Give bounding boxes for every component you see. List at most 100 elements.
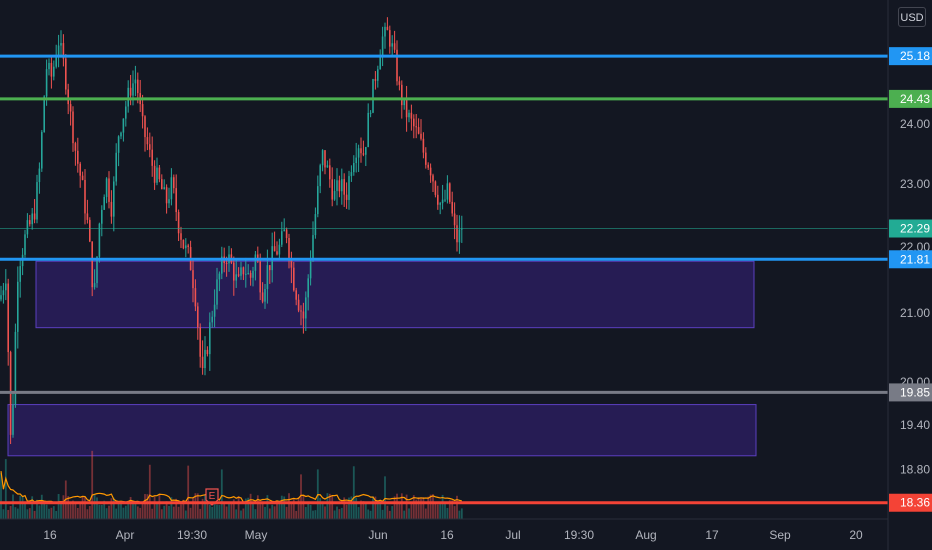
volume-bar: [360, 500, 362, 519]
volume-bar: [278, 500, 281, 519]
candle-body: [115, 152, 117, 182]
volume-bar: [429, 494, 432, 519]
volume-bar: [417, 497, 420, 519]
volume-bar: [328, 493, 331, 519]
volume-layer: E: [0, 450, 463, 519]
candle-body: [408, 112, 410, 118]
volume-bar: [31, 496, 34, 519]
volume-bar: [290, 502, 293, 519]
candle-body: [7, 283, 9, 353]
volume-bar: [244, 498, 247, 519]
candle-body: [319, 165, 321, 187]
currency-badge[interactable]: USD: [898, 7, 926, 27]
candle-body: [55, 55, 57, 67]
last-price-tag: [889, 219, 932, 238]
volume-bar: [55, 510, 58, 519]
candle-body: [386, 26, 389, 31]
zones-layer: [7, 260, 757, 457]
volume-bar: [122, 507, 125, 519]
candle-body: [48, 62, 50, 70]
candle-body: [451, 201, 453, 214]
candle-body: [249, 272, 252, 278]
candle-body: [259, 261, 261, 293]
volume-bar: [211, 506, 214, 519]
time-tick-label: 20: [849, 528, 863, 542]
volume-bar: [91, 450, 94, 519]
volume-bar: [204, 495, 206, 519]
volume-bar: [67, 496, 70, 519]
volume-bar: [218, 505, 221, 519]
candle-body: [187, 245, 189, 248]
volume-bar: [444, 502, 446, 519]
candle-body: [144, 116, 146, 138]
candle-body: [221, 256, 223, 274]
candle-body: [398, 81, 401, 85]
candle-body: [225, 263, 228, 265]
volume-bar: [177, 506, 180, 519]
time-tick-label: Sep: [769, 528, 791, 542]
time-axis[interactable]: 16 Apr 19:30 May Jun 16 Jul 19:30 Aug 17 Sep 20: [0, 518, 888, 542]
candle-body: [173, 177, 175, 189]
volume-bar: [357, 507, 360, 519]
volume-bar: [259, 504, 262, 519]
volume-bar: [446, 507, 449, 519]
candle-body: [261, 292, 264, 302]
candle-body: [285, 229, 288, 238]
candle-body: [45, 69, 48, 97]
candle-body: [235, 274, 237, 281]
volume-bar: [295, 510, 298, 519]
candle-body: [434, 181, 437, 195]
candle-body: [362, 153, 365, 155]
volume-bar: [163, 505, 166, 519]
volume-bar: [386, 505, 389, 519]
volume-bar: [151, 508, 154, 519]
level-red-tag-label: 18.36: [900, 496, 930, 510]
candle-body: [31, 213, 33, 225]
candle-body: [343, 179, 345, 195]
time-tick-label: Jun: [368, 528, 387, 542]
volume-bar: [333, 510, 336, 519]
volume-bar: [192, 497, 194, 519]
candle-body: [72, 111, 74, 144]
time-tick-label: Apr: [116, 528, 135, 542]
candle-body: [168, 199, 170, 204]
candle-body: [36, 182, 38, 220]
candle-body: [429, 167, 432, 176]
candle-body: [127, 87, 129, 107]
volume-bar: [45, 504, 48, 519]
volume-bar: [453, 506, 456, 519]
volume-bar: [76, 507, 79, 519]
candle-body: [98, 223, 101, 257]
volume-bar: [220, 469, 223, 519]
volume-bar: [69, 503, 72, 519]
volume-bar: [410, 501, 413, 519]
volume-bar: [384, 476, 386, 519]
candle-body: [353, 163, 355, 173]
price-tick-label: 21.00: [900, 306, 930, 320]
volume-bar: [213, 495, 216, 519]
candle-body: [403, 97, 405, 106]
candle-body: [194, 288, 197, 307]
candle-body: [103, 196, 105, 210]
candle-body: [384, 26, 386, 37]
candle-body: [422, 138, 425, 153]
volume-bar: [405, 494, 408, 519]
candle-body: [57, 45, 60, 56]
volume-bar: [307, 501, 310, 519]
volume-bar: [451, 500, 454, 519]
candle-body: [367, 112, 369, 148]
levels-layer: [0, 54, 888, 505]
candle-body: [278, 244, 281, 255]
volume-bar: [271, 504, 274, 519]
volume-bar: [187, 465, 190, 519]
candle-body: [269, 265, 271, 271]
candle-body: [345, 194, 348, 200]
volume-bar: [240, 510, 242, 519]
volume-bar: [398, 502, 401, 519]
candle-body: [101, 209, 103, 224]
level-gray-tag-label: 19.85: [900, 385, 930, 399]
volume-bar: [223, 503, 226, 519]
